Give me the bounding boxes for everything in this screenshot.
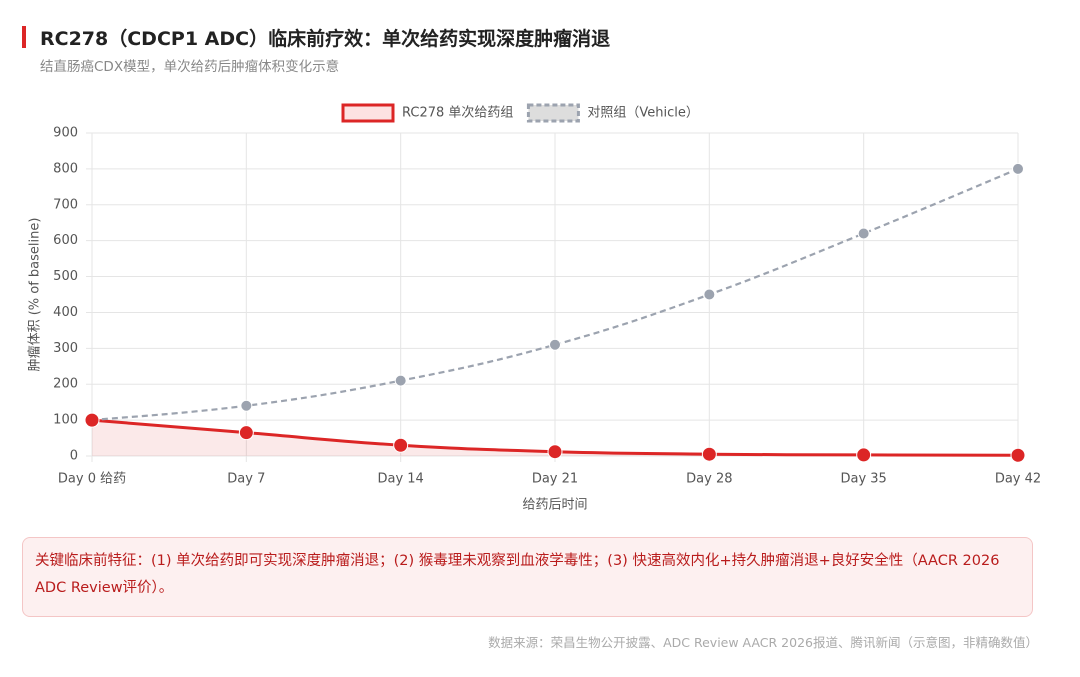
data-point [856, 447, 872, 463]
data-point [549, 338, 561, 351]
data-point [857, 227, 870, 240]
title-accent [22, 26, 26, 48]
y-tick-label: 600 [53, 233, 78, 248]
y-tick-label: 100 [53, 413, 78, 428]
chart-subtitle: 结直肠癌CDX模型，单次给药后肿瘤体积变化示意 [40, 59, 340, 75]
x-tick-label: Day 14 [377, 472, 423, 487]
legend-label: 对照组（Vehicle） [587, 106, 699, 121]
y-tick-label: 900 [53, 126, 78, 141]
legend-item: 对照组（Vehicle） [526, 103, 699, 123]
x-tick-label: Day 0 给药 [58, 472, 126, 487]
data-point [394, 374, 407, 387]
note: 关键临床前特征：(1) 单次给药即可实现深度肿瘤消退；(2) 猴毒理未观察到血液… [22, 537, 1033, 617]
data-point [1012, 162, 1024, 175]
y-tick-label: 0 [70, 449, 78, 464]
x-tick-label: Day 28 [686, 472, 732, 487]
x-tick-label: Day 21 [532, 472, 578, 487]
source: 数据来源：荣昌生物公开披露、ADC Review AACR 2026报道、腾讯新… [488, 635, 1038, 650]
chart: 0 100 200 300 400 500 600 700 800 900 Day 0 给药 Day … [27, 103, 1041, 513]
chart-title: RC278（CDCP1 ADC）临床前疗效：单次给药实现深度肿瘤消退 [40, 28, 611, 50]
data-point [240, 399, 253, 412]
y-axis-label: 肿瘤体积 (% of baseline) [27, 218, 43, 372]
series-area [92, 420, 1018, 456]
legend-item: RC278 单次给药组 [341, 103, 513, 123]
y-tick-label: 200 [53, 377, 78, 392]
legend-swatch [526, 103, 580, 123]
legend-swatch [341, 103, 395, 123]
legend-label: RC278 单次给药组 [402, 105, 513, 121]
y-tick-label: 700 [53, 197, 78, 212]
data-point [1010, 447, 1026, 463]
y-tick-label: 500 [53, 269, 78, 284]
x-axis-label: 给药后时间 [522, 498, 587, 513]
x-tick-label: Day 35 [840, 472, 886, 487]
x-tick-label: Day 42 [995, 472, 1041, 487]
data-point [701, 446, 717, 462]
y-tick-label: 800 [53, 161, 78, 176]
data-point [547, 444, 563, 460]
data-point [238, 425, 254, 441]
y-tick-label: 300 [53, 341, 78, 356]
data-point [393, 437, 409, 453]
data-point [703, 288, 716, 301]
y-tick-label: 400 [53, 305, 78, 320]
data-point [84, 412, 100, 428]
x-tick-label: Day 7 [227, 472, 265, 487]
